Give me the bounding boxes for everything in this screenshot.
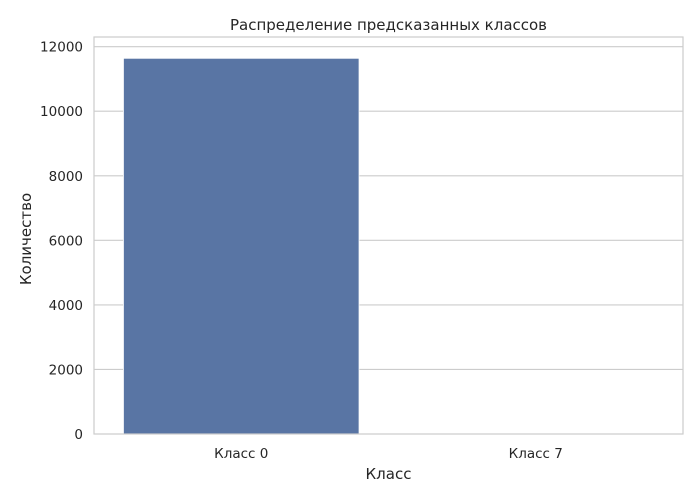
y-axis-ticks: 0 2000 4000 6000 8000 10000 12000 [40,40,83,443]
chart-title: Распределение предсказанных классов [230,16,547,34]
y-tick-label: 12000 [40,40,83,56]
y-tick-label: 4000 [49,298,83,314]
y-tick-label: 0 [74,427,83,443]
x-axis-label: Класс [366,465,412,483]
y-tick-label: 10000 [40,104,83,120]
y-axis-label: Количество [17,193,35,285]
bars [123,57,654,435]
y-tick-label: 8000 [49,169,83,185]
x-axis-ticks: Класс 0 Класс 7 [214,446,563,462]
y-tick-label: 2000 [49,362,83,378]
x-tick-label: Класс 7 [509,446,563,462]
plot-area-frame [93,36,684,435]
y-tick-label: 6000 [49,233,83,249]
bar-0 [123,57,360,435]
x-tick-label: Класс 0 [214,446,268,462]
